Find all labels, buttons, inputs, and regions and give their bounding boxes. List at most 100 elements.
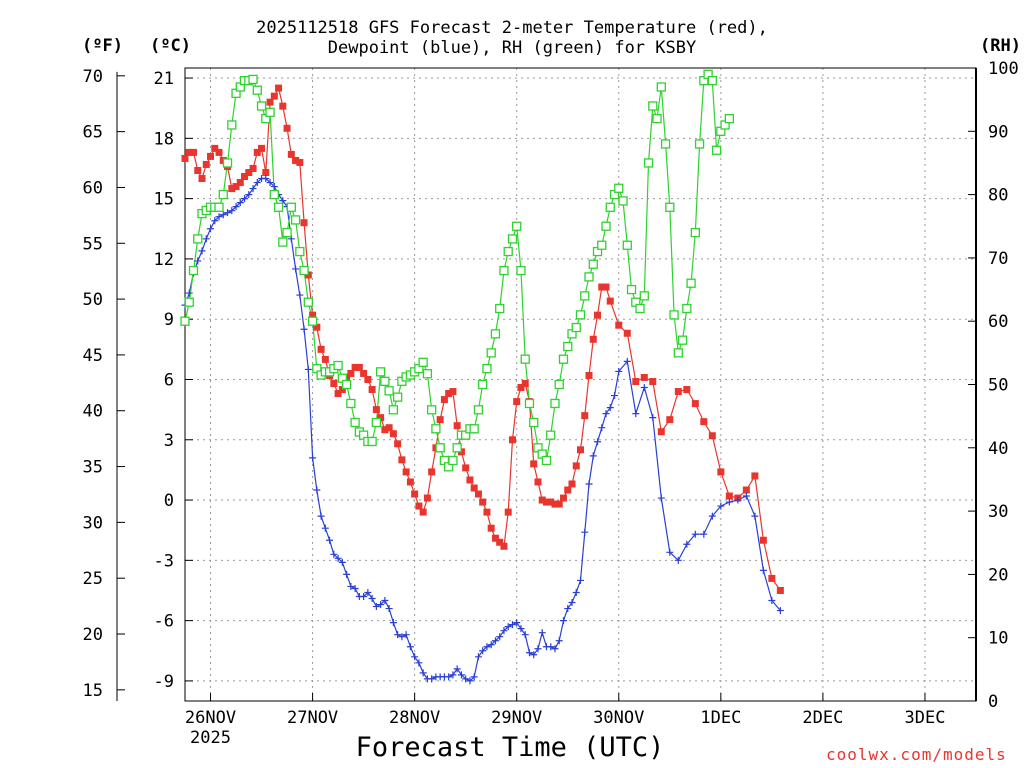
temperature-point xyxy=(394,440,402,448)
temperature-point xyxy=(428,468,436,476)
dewpoint-point xyxy=(334,554,342,562)
dewpoint-point xyxy=(768,597,776,605)
celsius-tick-label: -9 xyxy=(154,672,174,692)
dewpoint-point xyxy=(568,599,576,607)
dewpoint-point xyxy=(415,659,423,667)
temperature-point xyxy=(377,414,385,422)
rh-point xyxy=(482,364,492,374)
rh-tick-label: 70 xyxy=(988,249,1008,269)
temperature-point xyxy=(181,154,189,162)
dewpoint-point xyxy=(466,677,474,685)
temperature-point xyxy=(296,158,304,166)
temperature-point xyxy=(402,468,410,476)
rh-point xyxy=(614,183,624,193)
temperature-point xyxy=(615,321,623,329)
temperature-point xyxy=(462,464,470,472)
dewpoint-point xyxy=(759,566,767,574)
dewpoint-point xyxy=(394,631,402,639)
rh-point xyxy=(601,221,611,231)
dewpoint-point xyxy=(640,384,648,392)
rh-point xyxy=(367,436,377,447)
temperature-point xyxy=(491,534,499,542)
dewpoint-point xyxy=(538,629,546,637)
temperature-point xyxy=(287,150,295,158)
dewpoint-point xyxy=(185,289,193,297)
dewpoint-point xyxy=(530,651,538,659)
dewpoint-point xyxy=(398,633,406,641)
dewpoint-line xyxy=(184,177,781,682)
dewpoint-point xyxy=(270,183,278,191)
dewpoint-point xyxy=(381,597,389,605)
rh-tick-label: 30 xyxy=(988,502,1008,522)
rh-point xyxy=(188,265,199,276)
rh-point xyxy=(588,259,598,269)
temperature-point xyxy=(270,92,278,100)
rh-point xyxy=(558,354,569,364)
dewpoint-point xyxy=(292,265,300,273)
rh-point xyxy=(248,74,258,85)
dewpoint-point xyxy=(491,637,499,645)
temperature-point xyxy=(334,390,342,398)
rh-point xyxy=(665,202,675,212)
temperature-point xyxy=(185,148,193,156)
chart-title-line1: 2025112518 GFS Forecast 2-meter Temperat… xyxy=(256,18,768,38)
rh-point xyxy=(341,379,352,390)
rh-point xyxy=(227,120,237,130)
celsius-tick-label: 9 xyxy=(164,310,174,330)
temperature-point xyxy=(589,335,597,343)
temperature-point xyxy=(215,148,223,156)
dewpoint-point xyxy=(317,512,325,520)
rh-point xyxy=(490,329,501,339)
rh-point xyxy=(269,189,279,200)
temperature-point xyxy=(594,311,602,319)
dewpoint-point xyxy=(457,671,465,679)
dewpoint-point xyxy=(547,643,555,651)
rh-point xyxy=(694,139,705,149)
dewpoint-point xyxy=(232,203,240,211)
rh-point xyxy=(290,215,301,225)
rh-point xyxy=(346,398,356,409)
dewpoint-point xyxy=(253,179,261,187)
fahrenheit-tick-label: 40 xyxy=(83,402,103,422)
rh-point xyxy=(724,113,734,124)
dewpoint-point xyxy=(245,191,253,199)
celsius-tick-label: -6 xyxy=(154,612,174,632)
temperature-point xyxy=(445,390,453,398)
temperature-point xyxy=(496,538,504,546)
temperature-point xyxy=(759,536,767,544)
temperature-point xyxy=(194,166,202,174)
rh-point xyxy=(711,145,722,155)
rh-point xyxy=(218,189,228,200)
rh-point xyxy=(307,316,318,326)
dewpoint-point xyxy=(725,498,733,506)
dewpoint-point xyxy=(504,623,512,631)
rh-point xyxy=(384,386,394,396)
rh-point xyxy=(422,369,433,379)
dewpoint-point xyxy=(615,367,623,375)
dewpoint-point xyxy=(487,641,495,649)
rh-point xyxy=(375,367,386,377)
temperature-point xyxy=(547,498,555,506)
temperature-point xyxy=(202,160,210,168)
rh-tick-label: 50 xyxy=(988,376,1008,396)
temperature-point xyxy=(258,144,266,152)
temperature-point xyxy=(198,175,206,183)
dewpoint-point xyxy=(479,647,487,655)
rh-point xyxy=(656,82,666,92)
rh-point xyxy=(256,101,267,111)
rh-point xyxy=(639,291,649,301)
rh-point xyxy=(303,297,313,307)
rh-point xyxy=(392,392,403,402)
rh-point xyxy=(516,265,526,276)
rh-point xyxy=(690,227,700,238)
x-tick-label: 30NOV xyxy=(593,708,644,728)
rh-point xyxy=(503,246,513,257)
temperature-point xyxy=(585,371,593,379)
temperature-point xyxy=(508,436,516,444)
temperature-point xyxy=(440,396,448,404)
celsius-tick-label: 12 xyxy=(154,250,174,270)
temperature-point xyxy=(321,355,329,363)
x-tick-label: 27NOV xyxy=(287,708,338,728)
dewpoint-point xyxy=(474,653,482,661)
rh-point xyxy=(278,237,288,247)
